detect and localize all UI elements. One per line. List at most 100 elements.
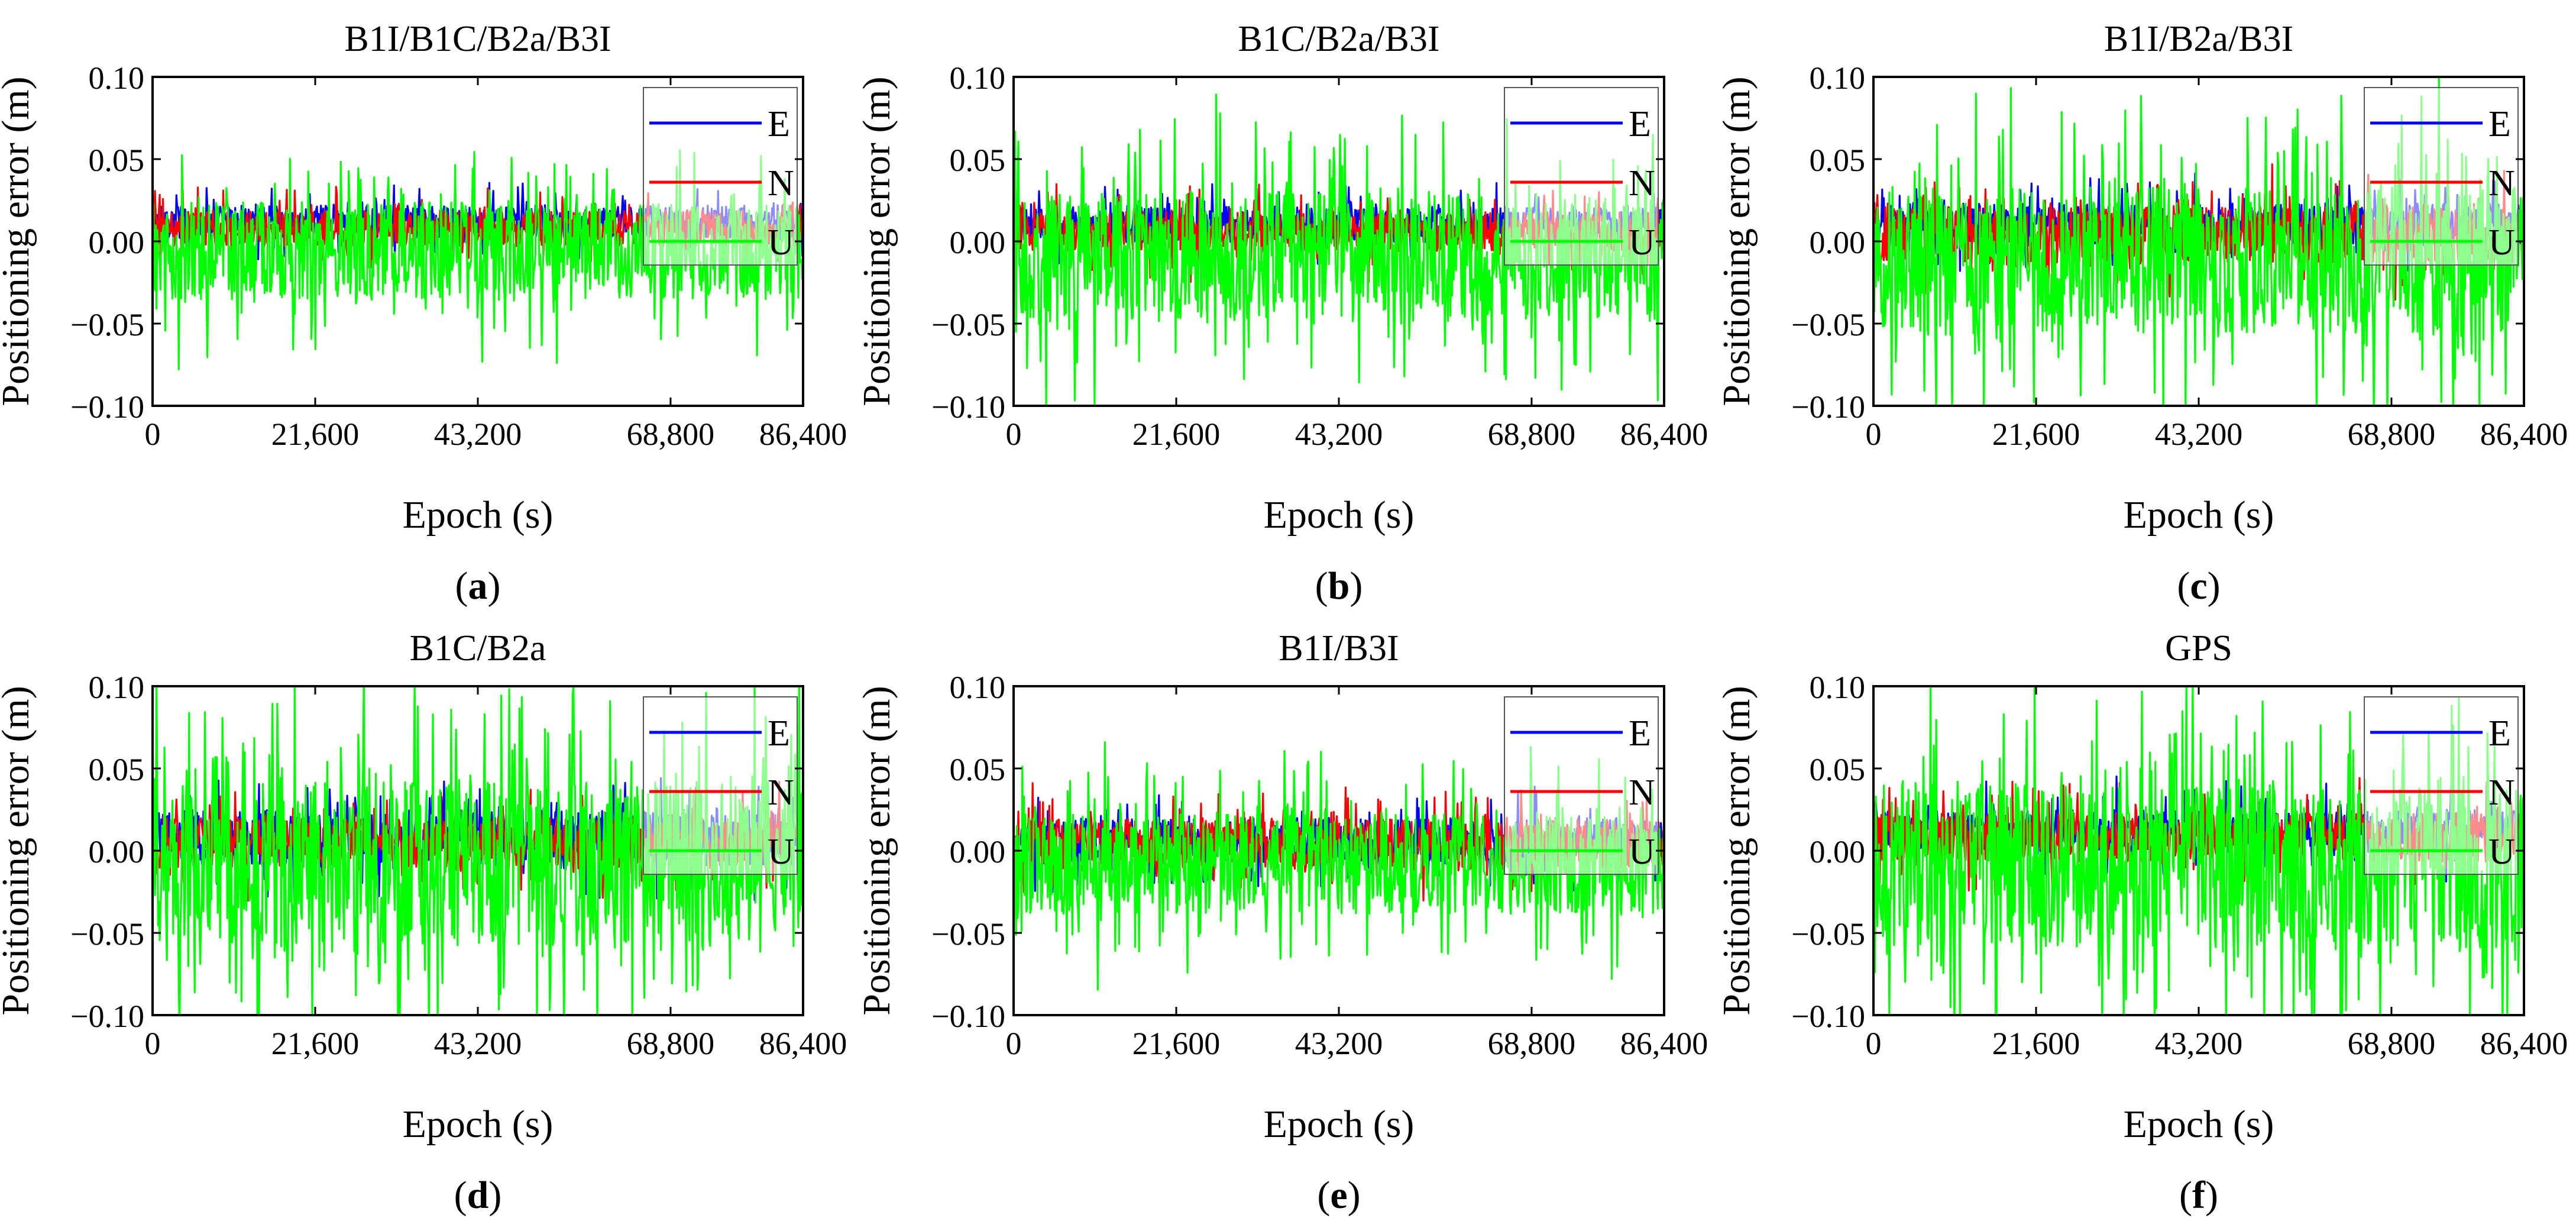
- x-tick-label: 43,200: [2155, 416, 2243, 452]
- x-tick-label: 21,600: [271, 1026, 360, 1061]
- x-tick-label: 86,400: [2480, 1026, 2568, 1061]
- x-tick-label: 0: [145, 416, 161, 452]
- legend-label-E: E: [2488, 104, 2511, 144]
- caption-letter: f: [2192, 1174, 2206, 1217]
- y-tick-label: −0.05: [70, 307, 144, 343]
- y-tick-label: 0.00: [1810, 225, 1866, 260]
- panel-caption: (d): [454, 1174, 502, 1217]
- y-tick-label: 0.00: [89, 834, 145, 870]
- y-axis-label: Positioning error (m): [0, 76, 37, 406]
- legend-label-E: E: [768, 104, 790, 144]
- x-tick-label: 68,800: [1488, 1026, 1576, 1061]
- legend-label-N: N: [768, 773, 794, 813]
- y-tick-label: 0.05: [950, 752, 1006, 787]
- x-axis-label: Epoch (s): [2124, 1103, 2274, 1146]
- x-tick-label: 43,200: [1295, 416, 1383, 452]
- y-axis-label: Positioning error (m): [855, 686, 898, 1015]
- x-tick-label: 21,600: [1132, 1026, 1221, 1061]
- y-tick-label: 0.00: [1810, 834, 1866, 870]
- x-tick-label: 0: [1006, 416, 1022, 452]
- x-axis-label: Epoch (s): [1264, 1103, 1415, 1146]
- panel-caption: (e): [1317, 1174, 1360, 1217]
- caption-letter: c: [2190, 564, 2207, 608]
- caption-letter: d: [467, 1174, 489, 1217]
- legend-label-N: N: [2488, 773, 2515, 813]
- legend-label-N: N: [1629, 773, 1655, 813]
- chart-panel-a: ENU −0.10 −0.05 0.00 0.05 0.10 0 21,600 43,200 68…: [0, 19, 847, 608]
- legend-label-E: E: [2488, 713, 2511, 754]
- legend-label-E: E: [1629, 713, 1651, 754]
- y-axis-label: Positioning error (m): [0, 686, 37, 1015]
- x-tick-label: 21,600: [271, 416, 360, 452]
- x-tick-label: 43,200: [1295, 1026, 1383, 1061]
- y-tick-label: 0.05: [89, 143, 145, 178]
- y-tick-label: −0.10: [1791, 999, 1865, 1034]
- caption-open-paren: (: [1315, 564, 1328, 608]
- y-tick-label: 0.10: [950, 60, 1006, 96]
- series-line-U: [1014, 93, 1664, 406]
- y-tick-label: 0.10: [950, 670, 1006, 705]
- x-tick-label: 68,800: [627, 416, 715, 452]
- caption-open-paren: (: [1317, 1174, 1330, 1217]
- x-tick-label: 86,400: [759, 416, 847, 452]
- x-tick-label: 86,400: [1620, 1026, 1708, 1061]
- x-axis-label: Epoch (s): [2124, 493, 2274, 537]
- chart-panel-d: ENU −0.10 −0.05 0.00 0.05 0.10 0 21,600 43,200 68…: [0, 628, 847, 1217]
- legend-label-U: U: [768, 222, 794, 263]
- legend-frame: [643, 87, 798, 266]
- legend-label-N: N: [768, 163, 794, 204]
- caption-close-paren: ): [488, 1174, 501, 1217]
- y-tick-label: −0.10: [1791, 389, 1865, 425]
- panel-caption: (c): [2177, 564, 2220, 608]
- y-tick-label: 0.10: [1810, 670, 1866, 705]
- y-tick-label: −0.05: [1791, 916, 1865, 952]
- x-tick-label: 0: [1006, 1026, 1022, 1061]
- legend-frame: [643, 696, 798, 875]
- legend-label-N: N: [2488, 163, 2515, 204]
- legend-label-U: U: [1629, 832, 1655, 872]
- legend-label-U: U: [1629, 222, 1655, 263]
- legend-label-U: U: [2488, 222, 2515, 263]
- y-tick-label: −0.05: [931, 307, 1005, 343]
- caption-open-paren: (: [454, 1174, 467, 1217]
- chart-title: B1I/B1C/B2a/B3I: [344, 19, 611, 59]
- x-tick-label: 43,200: [434, 1026, 522, 1061]
- caption-letter: e: [1330, 1174, 1347, 1217]
- y-tick-label: −0.10: [931, 999, 1005, 1034]
- x-tick-label: 43,200: [434, 416, 522, 452]
- x-tick-label: 21,600: [1132, 416, 1221, 452]
- caption-open-paren: (: [2179, 1174, 2192, 1217]
- y-tick-label: −0.10: [931, 389, 1005, 425]
- x-tick-label: 68,800: [627, 1026, 715, 1061]
- y-tick-label: 0.10: [1810, 60, 1866, 96]
- x-tick-label: 21,600: [1992, 1026, 2080, 1061]
- x-tick-label: 68,800: [2348, 1026, 2436, 1061]
- legend: ENU: [1504, 87, 1659, 266]
- caption-close-paren: ): [1350, 564, 1363, 608]
- legend-frame: [1504, 87, 1659, 266]
- chart-title: B1I/B3I: [1279, 628, 1399, 668]
- y-tick-label: 0.05: [950, 143, 1006, 178]
- caption-letter: a: [468, 564, 488, 608]
- caption-open-paren: (: [2177, 564, 2190, 608]
- legend-frame: [2364, 696, 2519, 875]
- chart-title: B1C/B2a/B3I: [1238, 19, 1439, 59]
- x-axis-label: Epoch (s): [403, 1103, 554, 1146]
- x-axis-label: Epoch (s): [403, 493, 554, 537]
- x-tick-label: 43,200: [2155, 1026, 2243, 1061]
- y-tick-label: −0.05: [70, 916, 144, 952]
- caption-close-paren: ): [2208, 564, 2221, 608]
- chart-title: B1C/B2a: [410, 628, 546, 668]
- chart-panel-c: ENU −0.10 −0.05 0.00 0.05 0.10 0 21,600 43,200 68…: [1715, 19, 2568, 608]
- caption-letter: b: [1328, 564, 1350, 608]
- y-axis-label: Positioning error (m): [1715, 686, 1758, 1015]
- legend: ENU: [2364, 87, 2519, 266]
- legend-label-N: N: [1629, 163, 1655, 204]
- x-tick-label: 0: [1866, 416, 1882, 452]
- x-tick-label: 0: [1866, 1026, 1882, 1061]
- y-tick-label: 0.00: [89, 225, 145, 260]
- y-tick-label: −0.10: [70, 999, 144, 1034]
- legend-label-E: E: [768, 713, 790, 754]
- legend-label-U: U: [768, 832, 794, 872]
